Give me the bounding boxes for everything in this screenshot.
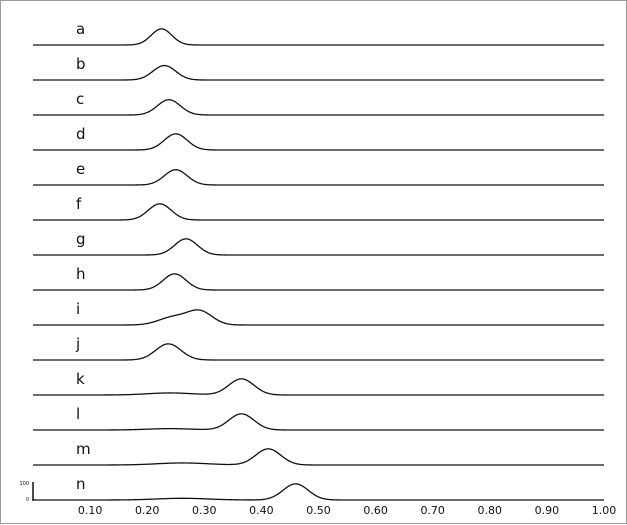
- trace-j: j: [33, 335, 604, 361]
- x-tick-label: 0.70: [420, 504, 445, 517]
- trace-b: b: [33, 55, 604, 81]
- trace-l: l: [33, 405, 604, 431]
- trace-label-e: e: [76, 160, 85, 178]
- trace-line-j: [33, 343, 604, 361]
- x-tick-label: 0.60: [363, 504, 388, 517]
- y-scale-max-label: 100: [19, 481, 29, 487]
- x-tick-label: 0.90: [535, 504, 560, 517]
- trace-i: i: [33, 300, 604, 326]
- trace-label-c: c: [76, 90, 84, 108]
- x-tick-label: 0.20: [135, 504, 160, 517]
- trace-n: n: [33, 475, 604, 501]
- trace-line-k: [33, 378, 604, 396]
- x-tick-label: 0.40: [249, 504, 274, 517]
- trace-label-d: d: [76, 125, 86, 143]
- y-scale-bar: 100 0: [19, 481, 34, 503]
- x-tick-label: 1.00: [592, 504, 617, 517]
- trace-line-e: [33, 169, 604, 186]
- trace-line-f: [33, 203, 604, 221]
- trace-label-m: m: [76, 440, 91, 458]
- trace-m: m: [33, 440, 604, 466]
- trace-a: a: [33, 20, 604, 46]
- trace-d: d: [33, 125, 604, 151]
- trace-label-a: a: [76, 20, 85, 38]
- trace-label-i: i: [76, 300, 80, 318]
- trace-c: c: [33, 90, 604, 116]
- trace-k: k: [33, 370, 604, 396]
- x-tick-label: 0.80: [478, 504, 503, 517]
- trace-label-k: k: [76, 370, 85, 388]
- trace-label-f: f: [76, 195, 82, 213]
- trace-label-j: j: [75, 335, 80, 353]
- trace-label-l: l: [76, 405, 80, 423]
- trace-line-d: [33, 133, 604, 151]
- trace-g: g: [33, 230, 604, 256]
- trace-label-n: n: [76, 475, 86, 493]
- trace-e: e: [33, 160, 604, 186]
- trace-line-h: [33, 273, 604, 291]
- x-tick-label: 0.10: [78, 504, 103, 517]
- trace-line-a: [33, 28, 604, 46]
- trace-label-g: g: [76, 230, 86, 248]
- trace-f: f: [33, 195, 604, 221]
- trace-line-g: [33, 238, 604, 256]
- x-axis: 0.10 0.20 0.30 0.40 0.50 0.60 0.70 0.80 0.90 1.00: [78, 504, 616, 517]
- trace-line-b: [33, 64, 604, 81]
- trace-label-b: b: [76, 55, 86, 73]
- x-tick-label: 0.30: [192, 504, 217, 517]
- x-tick-label: 0.50: [306, 504, 331, 517]
- trace-line-n: [33, 483, 604, 501]
- trace-line-c: [33, 99, 604, 116]
- trace-h: h: [33, 265, 604, 291]
- trace-label-h: h: [76, 265, 86, 283]
- y-scale-min-label: 0: [26, 497, 29, 503]
- trace-line-i: [33, 309, 604, 326]
- trace-line-m: [33, 448, 604, 466]
- trace-line-l: [33, 413, 604, 431]
